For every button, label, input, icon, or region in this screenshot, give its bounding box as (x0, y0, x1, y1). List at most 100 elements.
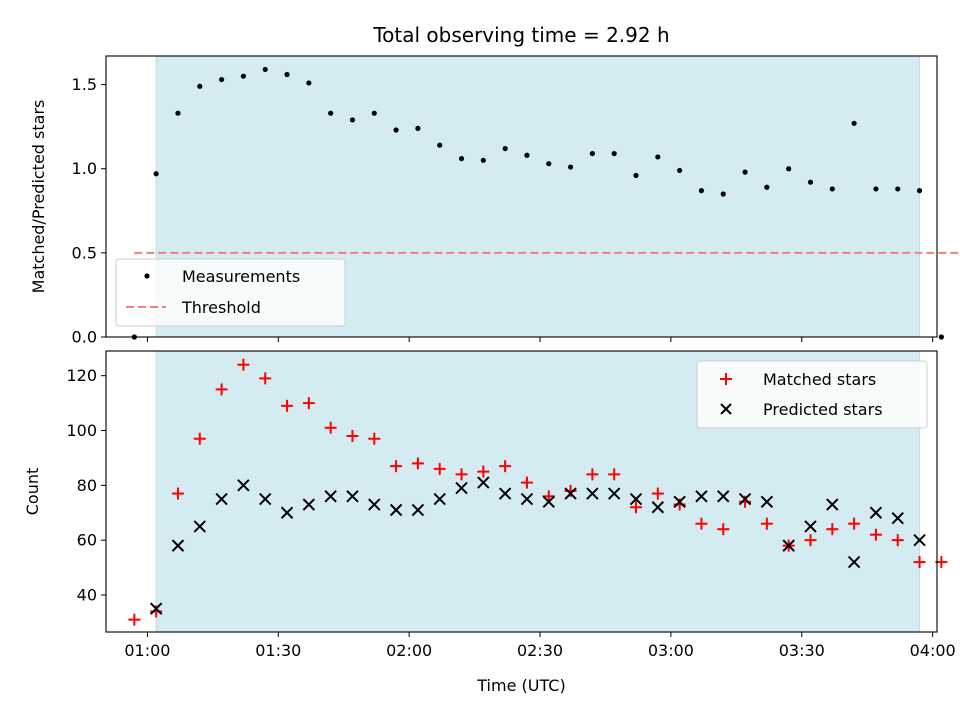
measurements-point (349, 117, 356, 123)
measurements-point (197, 83, 203, 89)
matched-stars-point (281, 399, 294, 412)
predicted-stars-point (237, 479, 250, 492)
matched-stars-point (520, 476, 533, 489)
predicted-stars-point (629, 492, 643, 506)
legend-label-measurements: Measurements (182, 267, 300, 286)
matched-stars-point (848, 517, 861, 530)
measurements-point (262, 66, 268, 73)
matched-stars-point (237, 358, 250, 371)
measurements-point (218, 76, 225, 83)
legend-marker-matched-stars (720, 373, 732, 385)
predicted-stars-point (346, 490, 359, 503)
predicted-stars-point (804, 520, 817, 533)
x-tick-label: 01:30 (255, 641, 301, 660)
predicted-stars-point (607, 487, 621, 500)
matched-stars-point (390, 460, 403, 473)
measurements-point (633, 172, 639, 179)
legend-label-threshold: Threshold (181, 298, 261, 317)
measurements-point (851, 120, 857, 126)
matched-stars-point (128, 613, 141, 626)
matched-stars-point (869, 528, 882, 541)
x-tick-label: 02:00 (386, 641, 432, 660)
predicted-stars-point (564, 487, 577, 500)
predicted-stars-point (477, 476, 490, 489)
predicted-stars-point (673, 495, 686, 508)
y-tick-label: 120 (66, 366, 97, 385)
measurements-point (175, 110, 181, 116)
matched-stars-point (651, 487, 664, 500)
bottom-panel-frame (105, 350, 938, 633)
measurements-point (546, 161, 552, 167)
measurements-point (698, 188, 705, 194)
predicted-stars-point (368, 498, 381, 511)
legend-label-matched-stars: Matched stars (763, 370, 876, 389)
predicted-stars-point (171, 539, 185, 552)
matched-stars-point (499, 460, 512, 473)
matched-stars-point (608, 468, 621, 481)
y-tick-label: 1.5 (72, 75, 97, 94)
predicted-stars-point (869, 506, 883, 519)
measurements-point (415, 125, 421, 131)
measurements-point (306, 80, 312, 86)
matched-stars-point (477, 465, 490, 478)
measurements-point (480, 157, 486, 163)
chart-title: Total observing time = 2.92 h (372, 23, 669, 47)
predicted-stars-point (586, 487, 599, 500)
predicted-stars-point (215, 492, 228, 506)
measurements-point (437, 142, 443, 148)
matched-stars-point (368, 432, 381, 445)
y-tick-label: 0.0 (72, 328, 97, 347)
matched-stars-point (630, 501, 643, 514)
y-tick-label: 40 (77, 585, 97, 604)
x-tick-label: 01:00 (124, 641, 170, 660)
predicted-stars-point (302, 498, 316, 511)
matched-stars-point (455, 468, 468, 481)
measurements-point (786, 166, 792, 172)
y-tick-label: 80 (77, 476, 97, 495)
measurements-point (720, 191, 726, 197)
measurements-point (938, 334, 944, 340)
predicted-stars-point (760, 495, 774, 508)
legend-marker-predicted-stars (720, 403, 732, 415)
predicted-stars-point (389, 503, 403, 517)
predicted-stars-point (826, 498, 839, 511)
measurements-point (829, 186, 835, 192)
predicted-stars-point (782, 539, 795, 552)
predicted-stars-point (455, 481, 468, 495)
measurements-point (458, 156, 465, 162)
x-tick-label: 03:00 (648, 641, 694, 660)
matched-stars-point (433, 462, 446, 475)
measurements-point (611, 150, 617, 157)
predicted-stars-point (433, 492, 446, 506)
y-tick-label: 60 (77, 531, 97, 550)
matched-stars-point (411, 457, 424, 470)
measurements-point (764, 184, 770, 190)
top-panel: 0.0 0.5 1.0 1.5 Matched/Predicted stars Mea… (29, 55, 960, 347)
matched-stars-point (302, 397, 315, 410)
matched-stars-point (913, 556, 926, 569)
legend-label-predicted-stars: Predicted stars (763, 400, 883, 419)
matched-stars-point (760, 517, 773, 530)
x-tick-label: 02:30 (517, 641, 563, 660)
measurements-point (589, 150, 595, 157)
predicted-stars-point (542, 495, 555, 508)
measurements-point (677, 167, 683, 174)
measurements-point (807, 179, 814, 185)
measurements-point (328, 110, 334, 116)
matched-stars-point (804, 534, 817, 547)
y-tick-label: 0.5 (72, 243, 97, 262)
predicted-stars-point (498, 487, 512, 500)
predicted-stars-point (259, 492, 272, 506)
predicted-stars-point (411, 503, 425, 517)
measurements-point (916, 188, 923, 194)
top-legend-box (115, 258, 346, 327)
measurements-point (371, 110, 377, 116)
x-tick-label: 04:00 (910, 641, 956, 660)
predicted-stars-point (149, 602, 163, 615)
measurements-point (393, 127, 399, 133)
x-axis-label: Time (UTC) (476, 676, 565, 695)
measurements-point (240, 73, 247, 79)
matched-stars-point (586, 468, 599, 481)
matched-stars-point (695, 517, 708, 530)
measurements-point (567, 164, 574, 170)
